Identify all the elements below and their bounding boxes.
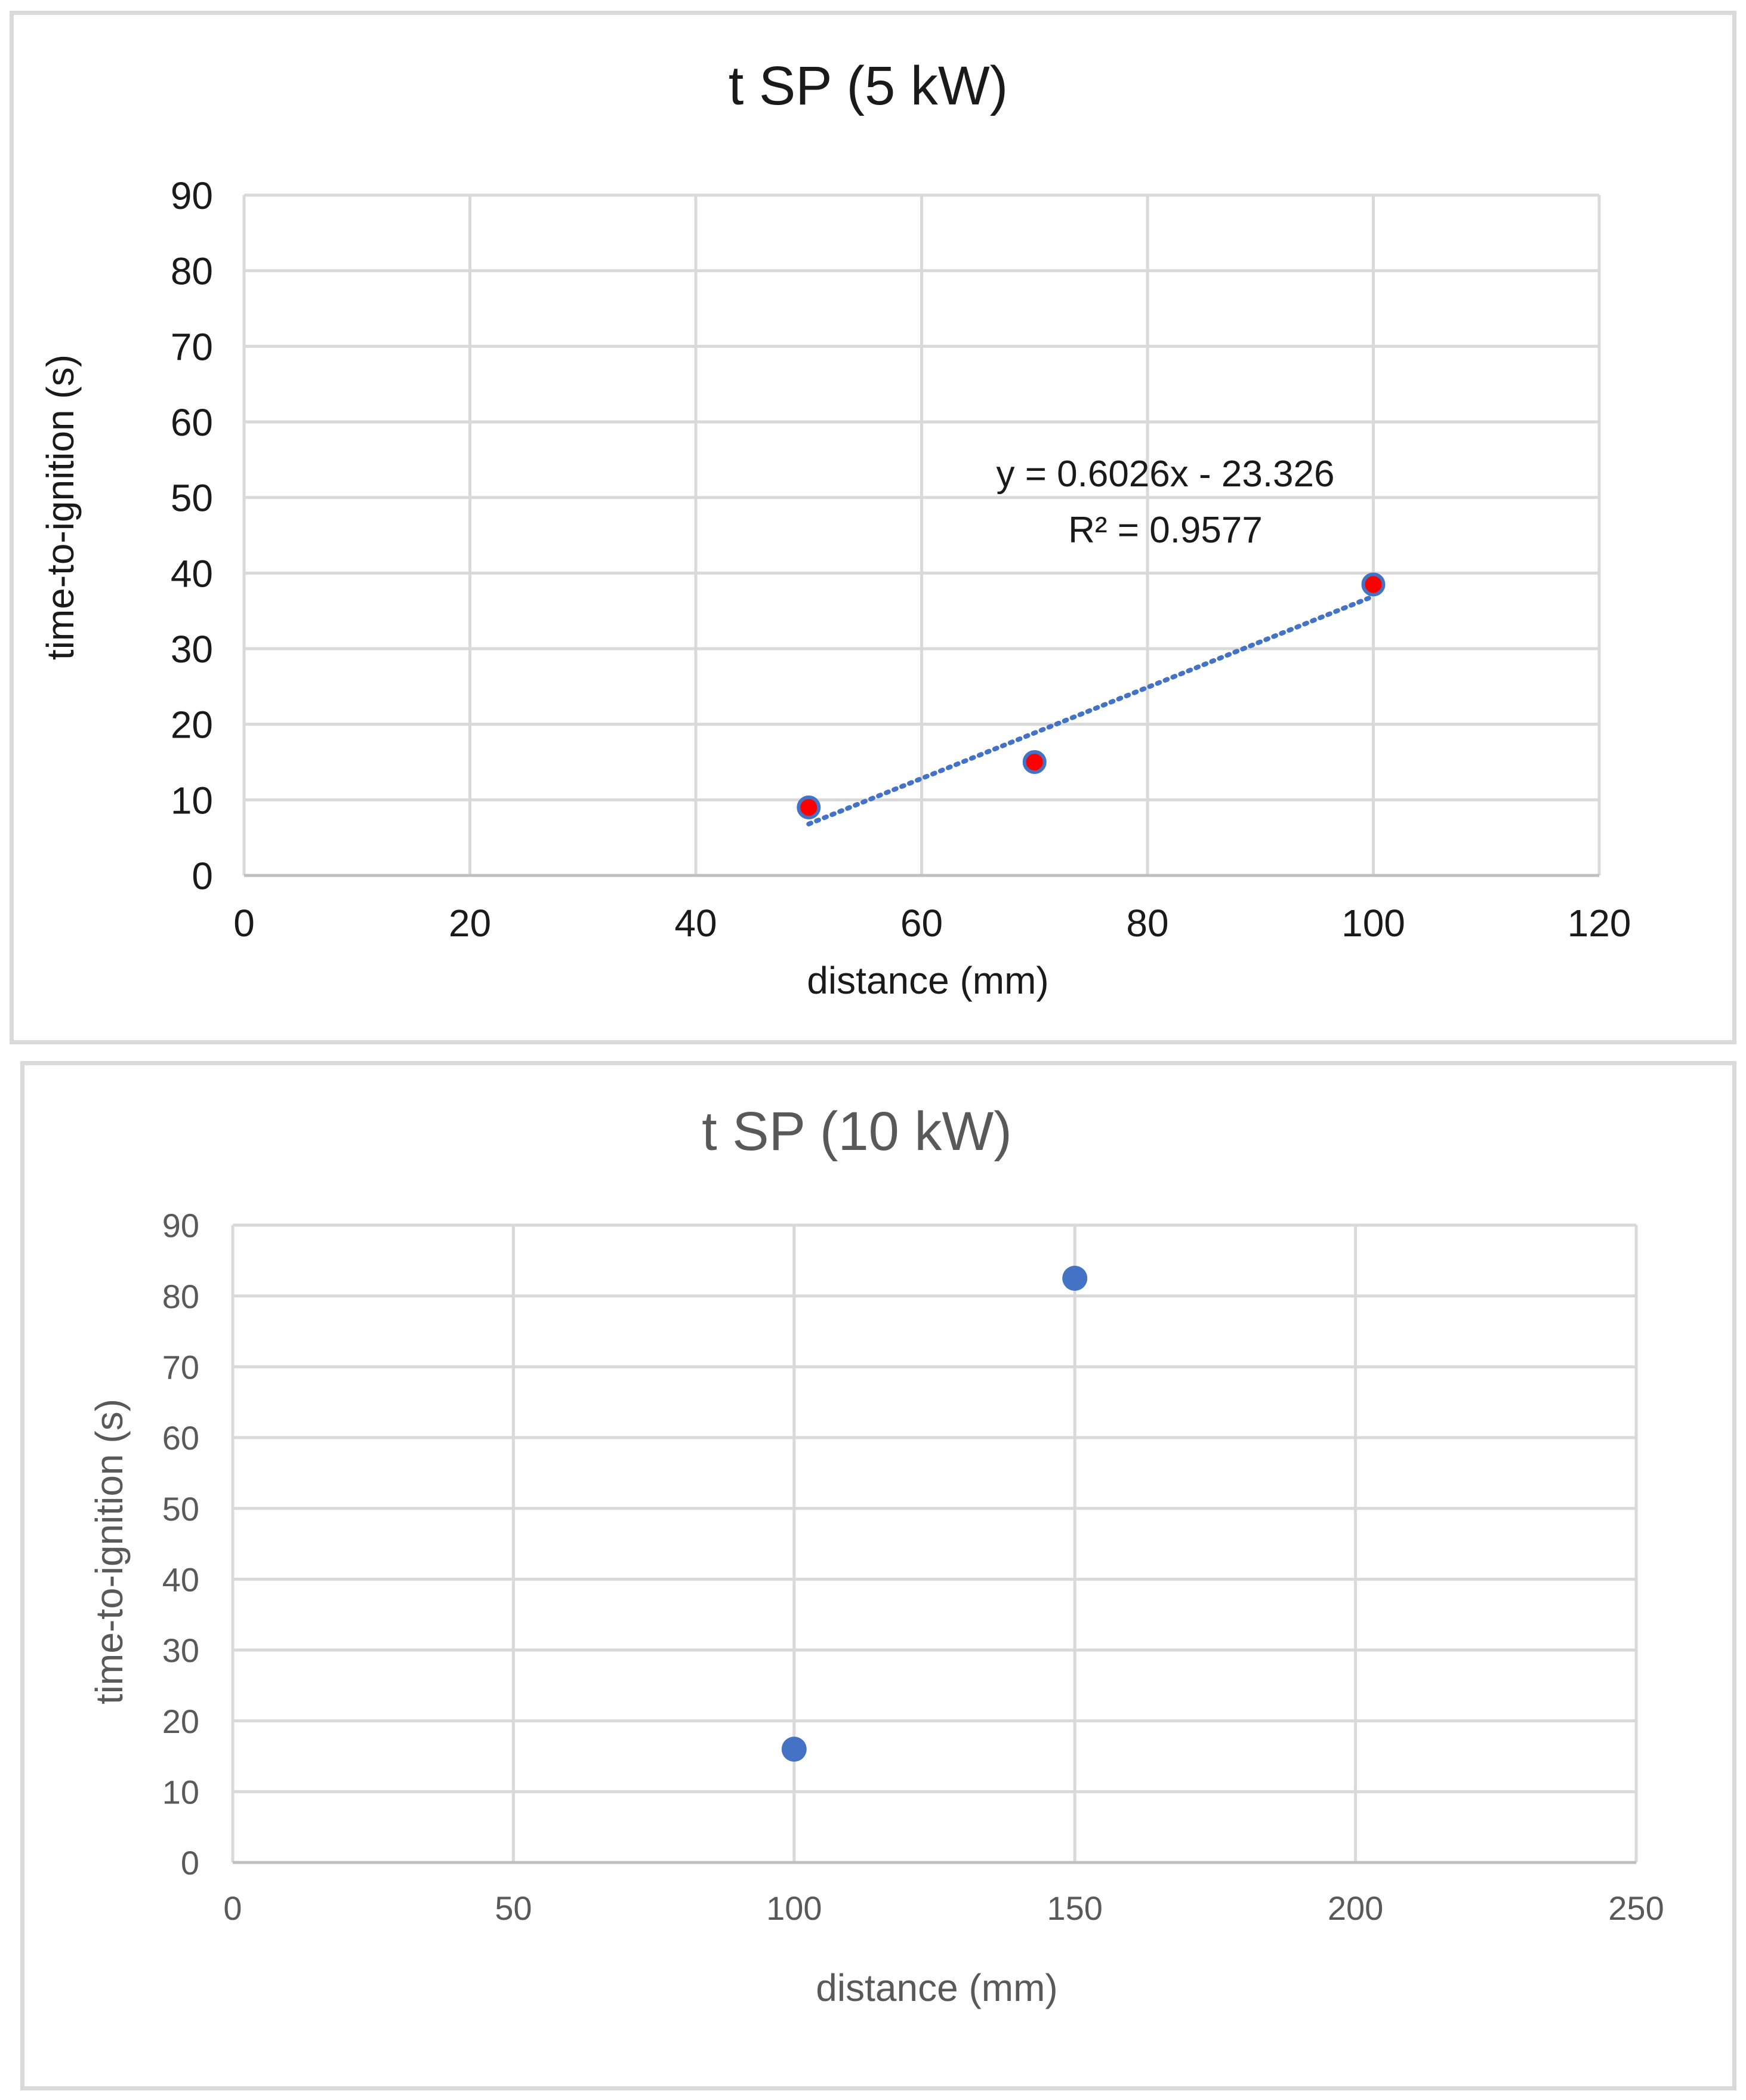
y-tick-label: 60 (171, 401, 213, 444)
y-tick-label: 10 (162, 1773, 199, 1811)
chart-title: t SP (10 kW) (702, 1101, 1012, 1162)
y-tick-label: 90 (162, 1207, 199, 1244)
y-tick-label: 40 (171, 552, 213, 595)
y-tick-label: 70 (171, 325, 213, 368)
data-point (781, 1737, 807, 1762)
y-tick-label: 20 (171, 704, 213, 747)
data-point (797, 795, 821, 819)
chart-panel-10kw: t SP (10 kW) 0 10 20 30 40 50 60 70 80 90 0 50 100 150… (20, 1061, 1736, 2090)
x-tick-label: 80 (1126, 902, 1168, 945)
x-tick-label: 100 (766, 1889, 822, 1927)
data-point (1062, 1266, 1088, 1291)
x-tick-label: 40 (674, 902, 717, 945)
x-tick-label: 60 (900, 902, 943, 945)
x-tick-label: 150 (1047, 1889, 1102, 1927)
x-tick-label: 50 (495, 1889, 532, 1927)
trendline-equation: y = 0.6026x - 23.326 (996, 454, 1334, 495)
y-tick-label: 40 (162, 1561, 199, 1598)
chart-title: t SP (5 kW) (729, 55, 1008, 116)
x-tick-label: 200 (1328, 1889, 1383, 1927)
x-axis-label: distance (mm) (807, 959, 1048, 1002)
y-tick-label: 50 (171, 477, 213, 520)
y-tick-label: 80 (171, 250, 213, 293)
x-tick-label: 20 (449, 902, 491, 945)
y-tick-label: 20 (162, 1703, 199, 1740)
data-point (1361, 572, 1386, 597)
y-tick-label: 70 (162, 1348, 199, 1386)
x-tick-label: 120 (1568, 902, 1631, 945)
data-point (1022, 750, 1047, 774)
chart-panel-5kw: t SP (5 kW) 0 10 20 30 40 50 60 70 80 90 0 20 40 60 80 1… (10, 11, 1736, 1044)
y-tick-label: 60 (162, 1419, 199, 1457)
y-tick-label: 80 (162, 1278, 199, 1315)
y-tick-label: 30 (162, 1632, 199, 1669)
trendline (806, 594, 1376, 827)
chart-10kw: t SP (10 kW) 0 10 20 30 40 50 60 70 80 90 0 50 100 150… (88, 1101, 1664, 2009)
y-tick-label: 30 (171, 628, 213, 671)
y-tick-label: 0 (181, 1844, 199, 1882)
x-tick-label: 0 (223, 1889, 242, 1927)
trendline-r2: R² = 0.9577 (1068, 510, 1263, 551)
y-axis-label: time-to-ignition (s) (88, 1399, 131, 1704)
x-tick-label: 0 (233, 902, 255, 945)
chart-5kw: t SP (5 kW) 0 10 20 30 40 50 60 70 80 90 0 20 40 60 80 1… (39, 55, 1631, 1002)
x-axis-label: distance (mm) (816, 1966, 1057, 2009)
y-tick-label: 90 (171, 174, 213, 217)
x-tick-label: 250 (1608, 1889, 1664, 1927)
y-axis-label: time-to-ignition (s) (39, 354, 82, 660)
y-tick-label: 0 (192, 855, 213, 898)
y-tick-label: 50 (162, 1490, 199, 1528)
x-tick-label: 100 (1341, 902, 1405, 945)
y-tick-label: 10 (171, 779, 213, 822)
